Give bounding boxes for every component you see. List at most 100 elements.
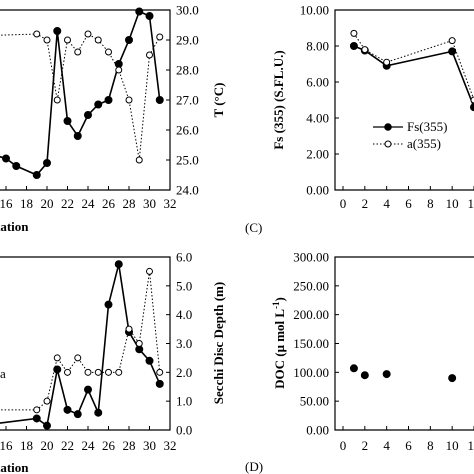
x-tick-label: 22 (61, 196, 74, 211)
data-point (74, 354, 82, 362)
data-point (94, 100, 103, 109)
x-tick-label: 30 (143, 196, 156, 211)
data-point (470, 103, 474, 112)
data-point (32, 171, 41, 179)
data-point (94, 408, 103, 417)
data-point (105, 368, 112, 376)
data-point (448, 47, 457, 56)
y-tick-label: 28.0 (176, 63, 199, 78)
y-axis-label-tail: ) (272, 297, 287, 301)
y-tick-label: 5.0 (176, 278, 192, 293)
x-tick-label: 6 (405, 438, 412, 453)
y-tick-label: 1.0 (176, 394, 192, 409)
legend-label-a355: a(355) (407, 136, 441, 151)
data-point (43, 36, 51, 44)
x-tick-label: 12 (468, 196, 474, 211)
x-tick-label: 18 (20, 438, 33, 453)
data-point (84, 30, 92, 38)
data-point (33, 30, 41, 38)
y-tick-label: 100.00 (293, 365, 329, 380)
axis-frame (334, 256, 474, 431)
data-point (155, 379, 164, 388)
data-point (125, 36, 133, 44)
y-tick-label: 6.00 (306, 75, 329, 90)
data-point (64, 36, 71, 44)
y-axis-label-main: DOC (μ mol L (272, 309, 287, 389)
data-point (63, 117, 72, 125)
y-tick-label: 250.00 (293, 278, 329, 293)
y-tick-label: 6.0 (176, 250, 192, 265)
data-point (12, 162, 21, 170)
y-tick-label: 3.0 (176, 336, 192, 351)
data-point (125, 96, 133, 104)
right-axis-label: T (°C) (211, 83, 226, 118)
x-tick-label: 0 (340, 196, 347, 211)
y-axis-label: DOC (μ mol L-1) (271, 297, 287, 389)
data-point (135, 7, 144, 16)
data-point (125, 325, 133, 333)
x-tick-label: 26 (102, 196, 116, 211)
y-axis-label-sup: -1 (271, 301, 281, 309)
data-point (43, 397, 51, 405)
data-point (349, 42, 358, 50)
y-tick-label: 0.00 (306, 183, 329, 198)
series-line-0 (353, 45, 474, 108)
data-point (135, 340, 143, 347)
chart-bottom-left: 16 18 20 22 24 26 28 30 32 6.0 5.0 4.0 3.0 2.0 1.0 0.0… (0, 250, 226, 474)
data-point (448, 37, 456, 45)
right-axis-label: Secchi Disc Depth (m) (211, 282, 226, 404)
data-point (383, 58, 391, 66)
data-point (145, 356, 154, 365)
x-tick-label: 6 (405, 196, 412, 211)
legend-fragment: a (0, 366, 6, 381)
data-point (84, 385, 92, 394)
data-point (146, 51, 153, 59)
x-tick-label: 2 (362, 196, 369, 211)
x-tick-label: 8 (427, 196, 434, 211)
x-tick-label: 16 (0, 438, 13, 453)
data-point (104, 96, 113, 104)
x-tick-label: 10 (446, 196, 459, 211)
data-point (53, 354, 61, 362)
x-tick-label: 24 (82, 196, 96, 211)
x-tick-label: 18 (20, 196, 33, 211)
y-tick-label: 30.0 (176, 3, 199, 18)
y-tick-label: 4.0 (176, 307, 192, 322)
y-tick-label: 2.0 (176, 365, 192, 380)
data-point (64, 368, 71, 376)
y-tick-label: 29.0 (176, 33, 199, 48)
series-line-1 (0, 33, 161, 161)
series-line-0 (0, 264, 161, 428)
y-tick-label: 10.00 (300, 3, 329, 18)
y-tick-label: 27.0 (176, 93, 199, 108)
x-axis-label-fragment: tation (0, 219, 29, 234)
x-tick-label: 2 (362, 438, 369, 453)
y-axis-label: Fs (355) (S.FL.U.) (271, 50, 286, 149)
x-tick-label: 28 (123, 438, 136, 453)
legend-marker-a355 (384, 140, 392, 148)
x-tick-label: 30 (143, 438, 156, 453)
data-point (135, 156, 143, 164)
data-point (63, 405, 72, 414)
x-tick-label: 26 (102, 438, 116, 453)
y-tick-label: 8.00 (306, 39, 329, 54)
x-tick-label: 20 (41, 438, 54, 453)
series-line-0 (0, 10, 161, 176)
data-point (115, 368, 123, 376)
data-point (155, 96, 164, 104)
axis-frame (334, 9, 474, 191)
y-tick-label: 0.00 (306, 423, 329, 438)
x-tick-label: 22 (61, 438, 74, 453)
x-tick-label: 32 (164, 196, 177, 211)
data-point (156, 33, 164, 41)
x-tick-label: 28 (123, 196, 136, 211)
data-point (114, 260, 123, 269)
panel-label-c: (C) (245, 220, 262, 235)
data-point (53, 365, 62, 374)
data-point (470, 96, 474, 104)
y-tick-label: 25.0 (176, 153, 199, 168)
legend-label-fs355: Fs(355) (407, 119, 447, 134)
data-point (115, 66, 123, 74)
